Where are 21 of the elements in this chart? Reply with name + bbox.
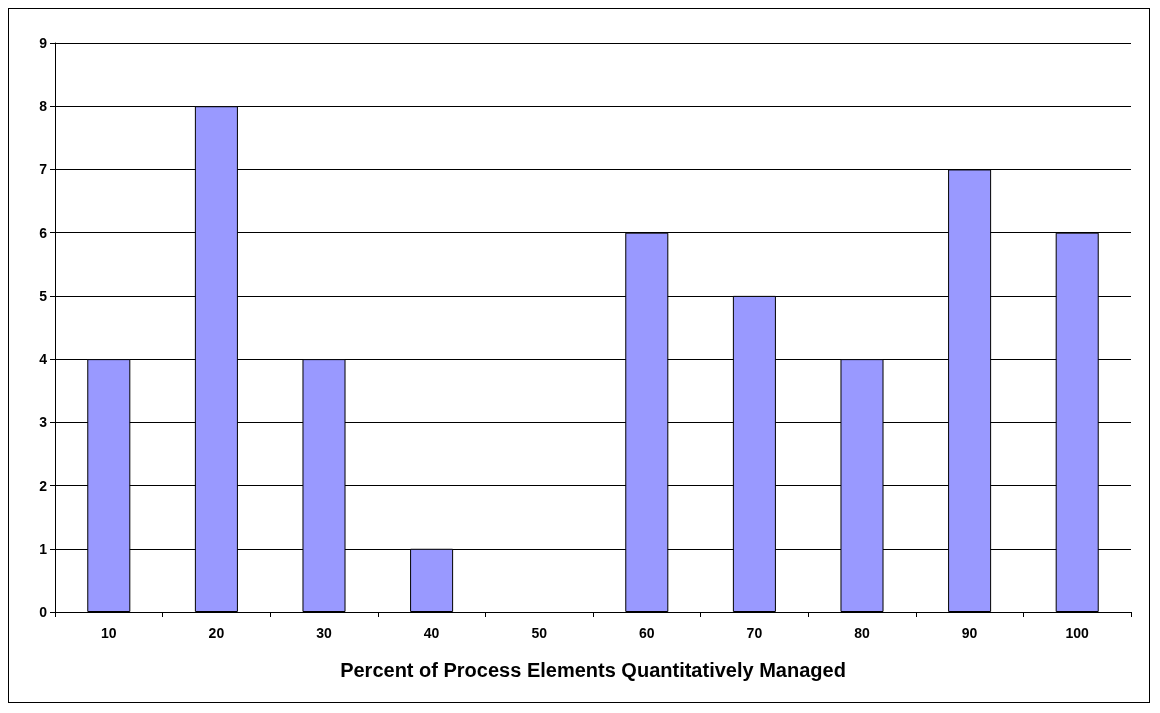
- x-tick-label: 50: [531, 625, 548, 641]
- y-tick-label: 2: [39, 477, 48, 494]
- x-tick-label: 100: [1065, 625, 1090, 641]
- x-tick-label: 40: [423, 625, 440, 641]
- x-tick-label: 70: [746, 625, 763, 641]
- x-tick-label: 10: [101, 625, 117, 641]
- y-tick-label: 1: [39, 540, 48, 557]
- y-tick-label: 8: [39, 98, 48, 115]
- y-tick-label: 0: [39, 604, 48, 620]
- y-tick-label: 4: [39, 351, 48, 368]
- x-tick-label: 30: [316, 625, 332, 641]
- x-tick-label: 20: [208, 625, 225, 641]
- y-tick-label: 5: [39, 287, 48, 304]
- x-tick-label: 80: [854, 625, 870, 641]
- y-tick-label: 3: [39, 414, 48, 431]
- y-tick-label: 6: [39, 224, 48, 241]
- y-tick-label: 7: [39, 161, 48, 178]
- x-tick-label: 60: [639, 625, 655, 641]
- y-tick-label: 9: [39, 35, 48, 51]
- x-axis-title: Percent of Process Elements Quantitatively Managed: [340, 659, 846, 681]
- x-tick-label: 90: [961, 625, 978, 641]
